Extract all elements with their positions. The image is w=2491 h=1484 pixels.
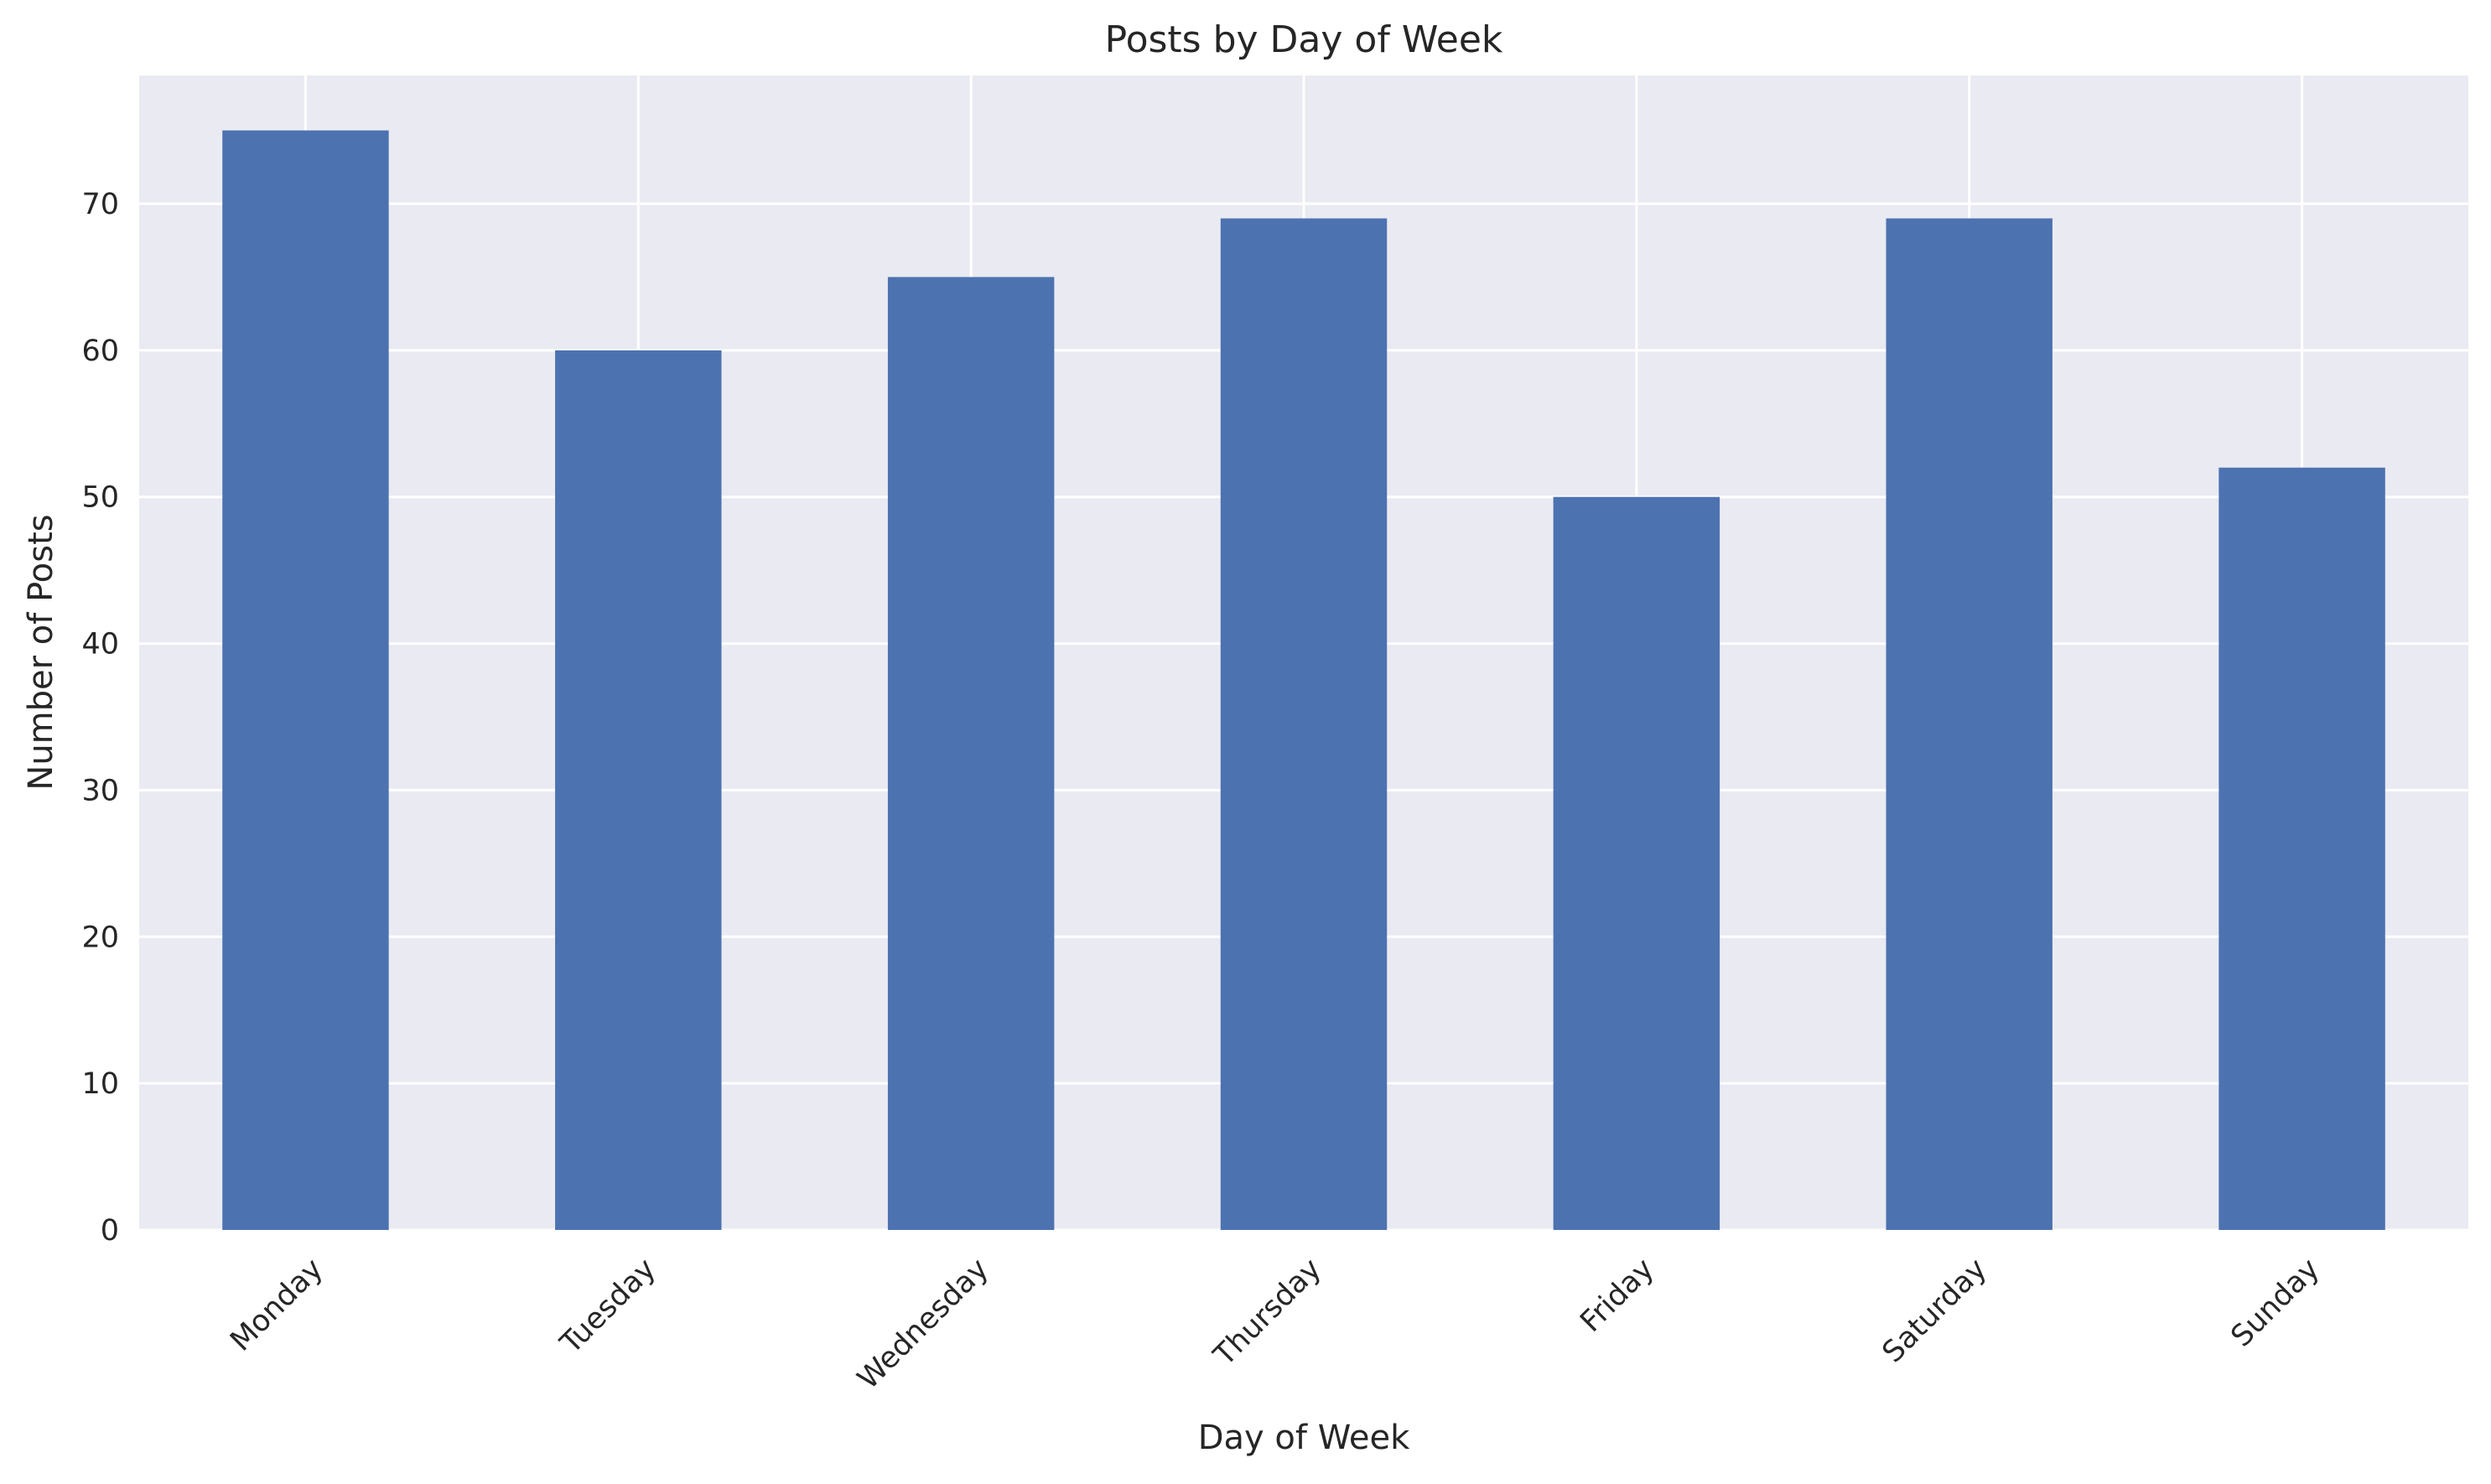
- y-tick-label-50: 50: [81, 481, 119, 515]
- x-tick-label-wednesday: Wednesday: [851, 1253, 995, 1397]
- y-tick-label-10: 10: [81, 1067, 119, 1101]
- y-tick-label-0: 0: [101, 1214, 119, 1248]
- bar-monday: [222, 130, 389, 1231]
- bar-thursday: [1220, 218, 1388, 1230]
- y-tick-label-70: 70: [81, 188, 119, 221]
- x-axis-label: Day of Week: [1198, 1419, 1410, 1457]
- x-tick-label-monday: Monday: [224, 1253, 330, 1358]
- bar-sunday: [2219, 467, 2385, 1230]
- x-tick-label-tuesday: Tuesday: [553, 1253, 662, 1362]
- y-tick-label-20: 20: [81, 921, 119, 954]
- x-tick-label-saturday: Saturday: [1876, 1253, 1994, 1370]
- x-tick-label-thursday: Thursday: [1207, 1253, 1328, 1373]
- y-tick-label-30: 30: [81, 774, 119, 807]
- bar-wednesday: [887, 277, 1055, 1230]
- y-tick-label-40: 40: [81, 628, 119, 662]
- bar-saturday: [1886, 218, 2052, 1230]
- x-tick-labels: Monday Tuesday Wednesday Thursday Friday Satu…: [224, 1253, 2326, 1397]
- y-tick-labels: 0 10 20 30 40 50 60 70: [81, 188, 119, 1248]
- y-tick-label-60: 60: [81, 335, 119, 368]
- x-tick-label-sunday: Sunday: [2225, 1253, 2327, 1354]
- chart-title: Posts by Day of Week: [1105, 18, 1503, 61]
- y-axis-label: Number of Posts: [22, 514, 60, 790]
- bar-friday: [1553, 496, 1720, 1230]
- bars: [222, 130, 2385, 1231]
- bar-tuesday: [555, 350, 722, 1230]
- x-tick-label-friday: Friday: [1574, 1253, 1660, 1339]
